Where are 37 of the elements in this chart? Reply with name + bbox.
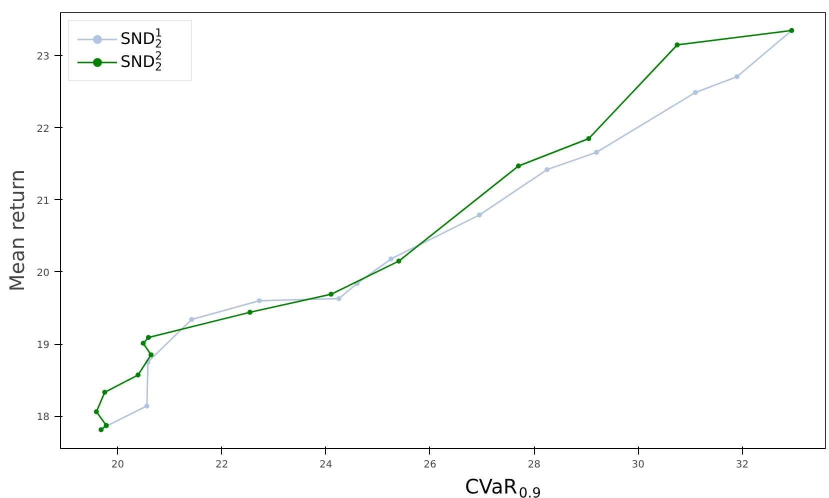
- y-tick-label: 19: [36, 340, 50, 352]
- y-tick-label: 20: [36, 268, 50, 279]
- point: [674, 42, 680, 48]
- x-tick-label: 20: [111, 460, 124, 470]
- y-tick-label: 18: [36, 412, 50, 424]
- x-tick-label: 22: [215, 460, 228, 470]
- point: [692, 90, 698, 95]
- point: [336, 296, 342, 302]
- point: [136, 372, 141, 378]
- point: [247, 310, 252, 315]
- point: [328, 292, 334, 297]
- point: [102, 390, 108, 395]
- x-tick-label: 26: [424, 460, 436, 470]
- point: [476, 212, 482, 218]
- point: [256, 298, 262, 304]
- y-tick-label: 22: [36, 124, 50, 135]
- point: [516, 164, 521, 168]
- point: [94, 409, 99, 414]
- x-tick-label: 30: [632, 460, 645, 470]
- y-tick-label: 21: [36, 196, 50, 207]
- point: [586, 136, 592, 142]
- y-axis-title: Mean return: [4, 169, 29, 292]
- point: [594, 150, 600, 155]
- point: [98, 427, 104, 432]
- point: [148, 352, 154, 358]
- x-tick-label: 24: [320, 460, 332, 470]
- y-tick-label: 23: [36, 52, 50, 63]
- point: [189, 317, 194, 322]
- x-tick-label: 32: [736, 460, 749, 470]
- point: [146, 335, 151, 340]
- point: [734, 74, 740, 80]
- point: [396, 258, 402, 264]
- x-tick-label: 28: [528, 460, 540, 470]
- point: [140, 340, 146, 346]
- point: [544, 167, 550, 172]
- point: [144, 403, 150, 408]
- point: [388, 256, 394, 262]
